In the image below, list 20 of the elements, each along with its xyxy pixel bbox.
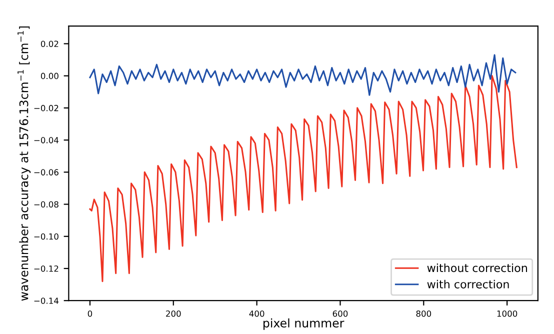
x-tick-label: 0	[88, 310, 92, 317]
legend-label: with correction	[427, 280, 509, 288]
line-series	[89, 54, 516, 96]
y-tick-label: 0.02	[40, 40, 58, 47]
x-tick-label: 1000	[497, 310, 518, 317]
y-tick-label: −0.06	[34, 169, 58, 176]
y-tick-label: −0.08	[34, 201, 58, 208]
y-axis-title: wavenumber accuracy at 1576.13cm$^{−1}$ [cm$^{−1}$]	[18, 26, 31, 301]
y-tick-label: −0.10	[34, 233, 58, 240]
x-tick-label: 600	[332, 310, 348, 317]
y-tick-label: 0.00	[40, 72, 58, 80]
y-tick-label: −0.04	[34, 137, 59, 144]
y-tick-label: −0.12	[34, 265, 58, 272]
x-tick-label: 800	[416, 310, 432, 317]
y-tick-label: −0.14	[34, 298, 59, 304]
x-tick-label: 200	[166, 310, 181, 317]
y-tick-label: −0.02	[34, 104, 58, 112]
x-tick-label: 400	[249, 310, 264, 317]
legend-label: without correction	[427, 264, 527, 272]
x-axis-title: pixel nummer	[264, 318, 344, 330]
